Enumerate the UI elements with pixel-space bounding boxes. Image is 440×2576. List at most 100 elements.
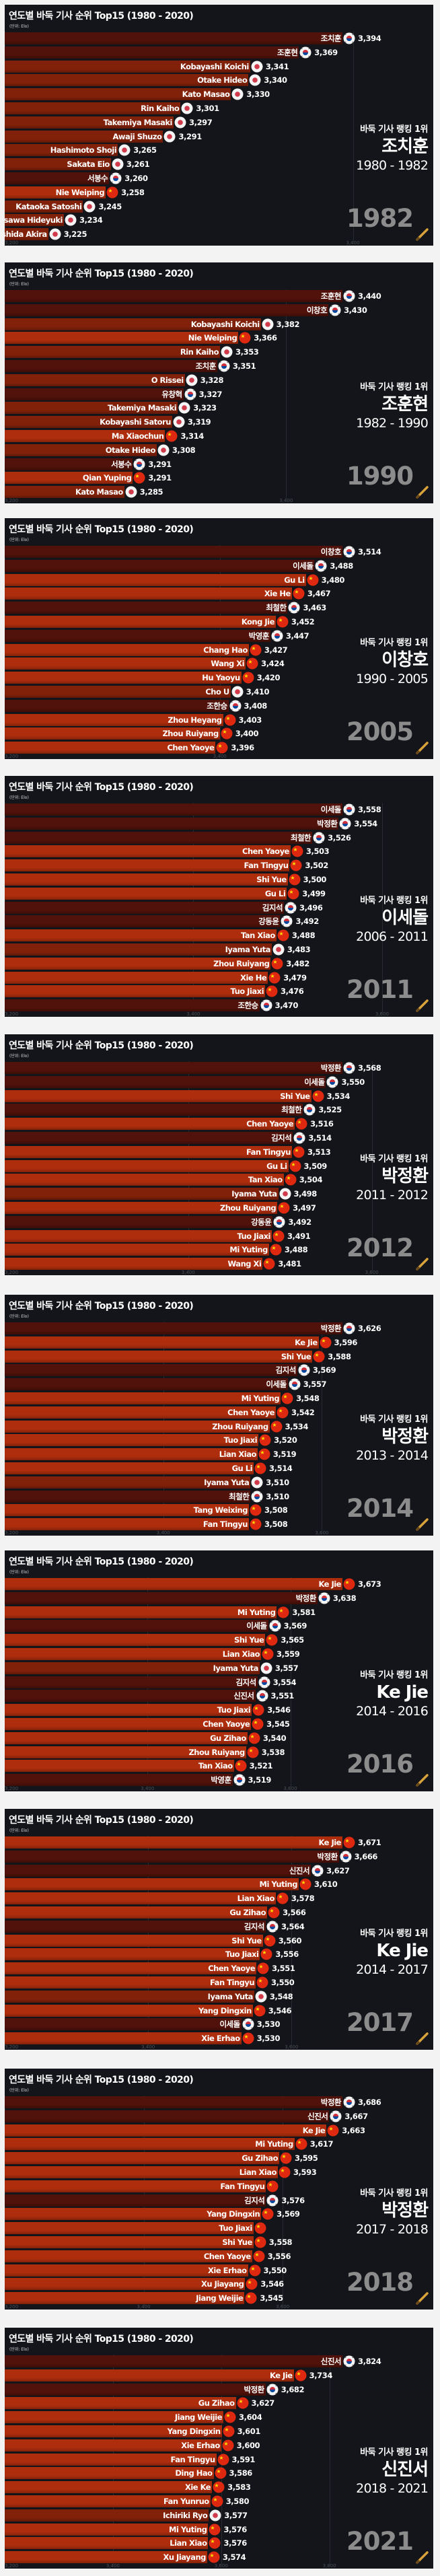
bar-cn xyxy=(5,873,288,886)
bar-cn xyxy=(5,2467,214,2480)
bar-cn xyxy=(5,1746,246,1758)
bar-cn xyxy=(5,957,271,970)
china-flag-icon xyxy=(222,2439,234,2452)
x-tick-label: 3,400 xyxy=(106,2563,120,2569)
japan-flag-icon xyxy=(260,1662,272,1674)
bar-value-label: 3,467 xyxy=(307,589,331,599)
bar-value-label: 3,554 xyxy=(272,1677,297,1687)
bar-name-label: Chen Yaoye xyxy=(227,1407,274,1417)
bar-name-label: Iyama Yuta xyxy=(204,1477,250,1487)
bar-kr xyxy=(5,2096,342,2108)
bar-name-label: Cho U xyxy=(205,687,229,696)
china-flag-icon xyxy=(133,472,145,484)
bar-cn xyxy=(5,186,106,199)
bar-name-label: Gu Li xyxy=(266,1161,287,1171)
bar-name-label: 이창호 xyxy=(320,547,342,557)
bar-value-label: 3,538 xyxy=(261,1747,285,1757)
bar-value-label: 3,504 xyxy=(299,1175,323,1185)
korea-flag-icon xyxy=(288,602,300,614)
korea-flag-icon xyxy=(133,458,145,470)
bar-value-label: 3,424 xyxy=(261,659,285,669)
bar-name-label: 박정환 xyxy=(320,1063,342,1073)
bar-cn xyxy=(5,1258,263,1271)
japan-flag-icon xyxy=(279,1188,291,1200)
bar-value-label: 3,265 xyxy=(133,145,157,155)
bar-value-label: 3,366 xyxy=(254,333,277,343)
china-flag-icon xyxy=(278,1202,290,1214)
bar-cn xyxy=(5,859,290,872)
japan-flag-icon xyxy=(178,402,190,414)
bar-value-label: 3,430 xyxy=(344,305,367,315)
bar-value-label: 3,323 xyxy=(193,403,217,413)
bar-name-label: Fan Tingyu xyxy=(210,1978,255,1987)
x-tick-label: 3,400 xyxy=(181,1270,195,1275)
chart-unit-label: (단위: Elo) xyxy=(9,1314,29,1319)
bar-name-label: Zhou Ruiyang xyxy=(162,729,219,739)
bar-name-label: Mi Yuting xyxy=(255,2139,293,2149)
bar-cn xyxy=(5,1648,261,1660)
korea-flag-icon xyxy=(315,560,327,572)
x-tick-label: 3,200 xyxy=(5,498,19,503)
bar-value-label: 3,686 xyxy=(358,2098,381,2107)
bar-value-label: 3,514 xyxy=(308,1133,332,1143)
bar-name-label: Shi Yue xyxy=(231,1935,262,1945)
china-flag-icon xyxy=(209,2537,221,2549)
bar-name-label: Lian Xiao xyxy=(170,2538,207,2548)
bar-value-label: 3,559 xyxy=(277,1649,300,1659)
bar-name-label: 신진서 xyxy=(307,2111,328,2121)
bar-name-label: Takemiya Masaki xyxy=(107,403,177,413)
x-tick-label: 3,200 xyxy=(5,754,19,759)
bar-jp xyxy=(5,102,181,114)
leader-heading: 바둑 기사 랭킹 1위 xyxy=(360,2188,428,2198)
china-flag-icon xyxy=(250,1504,262,1516)
japan-flag-icon xyxy=(251,61,263,73)
chart-title: 연도별 바둑 기사 순위 Top15 (1980 - 2020) xyxy=(9,1301,194,1312)
korea-flag-icon xyxy=(242,2018,254,2030)
bar-value-label: 3,291 xyxy=(178,131,202,141)
bar-name-label: Wang Xi xyxy=(227,1259,262,1269)
korea-flag-icon xyxy=(258,1676,270,1688)
bar-cn xyxy=(5,845,291,858)
bar-value-label: 3,526 xyxy=(328,832,351,843)
china-flag-icon xyxy=(216,742,228,754)
bar-value-label: 3,479 xyxy=(283,972,307,982)
bar-value-label: 3,510 xyxy=(266,1477,289,1487)
bar-value-label: 3,519 xyxy=(248,1775,272,1785)
bar-cn xyxy=(5,332,239,345)
bar-value-label: 3,492 xyxy=(295,917,319,927)
bar-name-label: Shi Yue xyxy=(280,1091,310,1101)
korea-flag-icon xyxy=(110,172,122,184)
bar-name-label: Xie Erhao xyxy=(181,2440,220,2450)
japan-flag-icon xyxy=(157,444,170,456)
china-flag-icon xyxy=(224,714,236,726)
chart-unit-label: (단위: Elo) xyxy=(9,1828,29,1833)
bar-value-label: 3,297 xyxy=(189,117,213,127)
bar-name-label: Gu Zihao xyxy=(198,2398,235,2408)
bar-name-label: Rin Kaiho xyxy=(141,104,180,113)
china-flag-icon xyxy=(224,2411,236,2423)
bar-value-label: 3,514 xyxy=(269,1464,293,1473)
bar-cn xyxy=(5,2166,278,2178)
bar-cn xyxy=(5,2411,223,2424)
bar-value-label: 3,554 xyxy=(354,818,377,828)
bar-kr xyxy=(5,1062,342,1074)
bar-cn xyxy=(5,616,276,628)
leader-name: 조훈현 xyxy=(381,394,429,415)
bar-value-label: 3,520 xyxy=(274,1435,297,1445)
bar-kr xyxy=(5,915,281,928)
bar-cn xyxy=(5,2425,222,2437)
china-flag-icon xyxy=(285,1174,297,1186)
bar-value-label: 3,427 xyxy=(264,645,288,655)
bar-cn xyxy=(5,472,133,485)
bar-value-label: 3,481 xyxy=(278,1259,301,1269)
x-tick-label: 3,400 xyxy=(141,1786,155,1791)
bar-name-label: Chen Yaoye xyxy=(203,1719,250,1729)
bar-value-label: 3,593 xyxy=(293,2168,317,2177)
bar-jp xyxy=(5,214,64,227)
current-year-label: 1990 xyxy=(346,462,414,491)
bar-name-label: Zhou Ruiyang xyxy=(188,1747,245,1757)
bar-name-label: Iyama Yuta xyxy=(225,945,271,954)
korea-flag-icon xyxy=(256,1690,268,1702)
china-flag-icon xyxy=(277,929,289,941)
bar-cn xyxy=(5,971,268,984)
